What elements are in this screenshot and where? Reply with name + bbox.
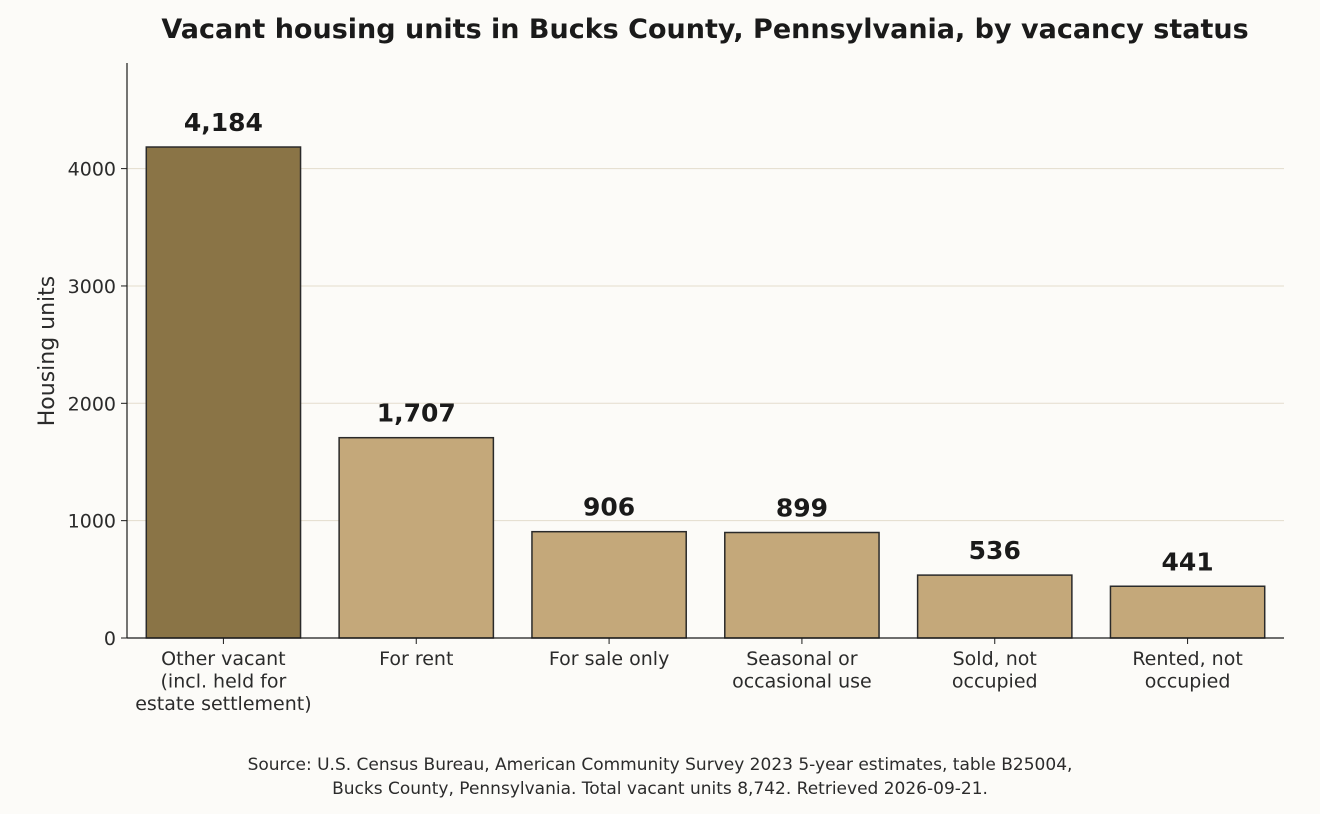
x-tick-label-line: For sale only (549, 648, 669, 670)
x-tick-label-line: Rented, not (1132, 648, 1242, 670)
x-tick-label-line: occasional use (732, 671, 872, 693)
x-tick-label: Seasonal or occasional use (732, 648, 872, 693)
x-tick-label: Other vacant (incl. held for estate settle… (135, 648, 311, 715)
bar (338, 436, 495, 639)
x-tick-label-line: For rent (379, 648, 453, 670)
y-tick-label: 0 (104, 628, 116, 650)
x-tick-label-line: (incl. held for (161, 671, 287, 693)
bars (145, 146, 1266, 639)
value-label: 536 (969, 536, 1021, 565)
source-line-2: Bucks County, Pennsylvania. Total vacant… (332, 779, 988, 799)
x-tick-label-line: Sold, not (953, 648, 1037, 670)
x-tick-label-line: Other vacant (161, 648, 285, 670)
y-tick-label: 3000 (68, 276, 116, 298)
chart-title: Vacant housing units in Bucks County, Pe… (161, 14, 1248, 45)
grid-lines (127, 168, 1284, 522)
value-label: 906 (583, 493, 635, 522)
x-tick-label-line: Seasonal or (746, 648, 858, 670)
bar (531, 530, 687, 639)
y-tick-label: 4000 (68, 159, 116, 181)
source-line-1: Source: U.S. Census Bureau, American Com… (247, 755, 1073, 775)
x-axis: Other vacant (incl. held for estate settle… (127, 637, 1284, 715)
y-axis-label: Housing units (35, 276, 60, 427)
x-tick-label: For rent (379, 648, 453, 670)
x-tick-label: Sold, not occupied (952, 648, 1038, 693)
bar (1109, 585, 1266, 639)
y-tick-label: 1000 (68, 511, 116, 533)
x-tick-label-line: occupied (1145, 671, 1231, 693)
x-tick-label-line: occupied (952, 671, 1038, 693)
bar (724, 531, 880, 639)
value-label: 441 (1161, 547, 1213, 576)
value-label: 1,707 (377, 399, 456, 428)
value-labels: 4,184 1,707 906 899 536 441 (184, 108, 1214, 576)
y-axis: 0 1000 2000 3000 4000 (68, 63, 128, 650)
x-tick-label: For sale only (549, 648, 669, 670)
y-tick-label: 2000 (68, 393, 116, 415)
value-label: 899 (776, 494, 828, 523)
source-note: Source: U.S. Census Bureau, American Com… (0, 753, 1320, 801)
x-tick-label-line: estate settlement) (135, 693, 311, 715)
x-tick-label: Rented, not occupied (1132, 648, 1242, 693)
bar (916, 574, 1073, 639)
value-label: 4,184 (184, 108, 263, 137)
bar (145, 146, 302, 639)
